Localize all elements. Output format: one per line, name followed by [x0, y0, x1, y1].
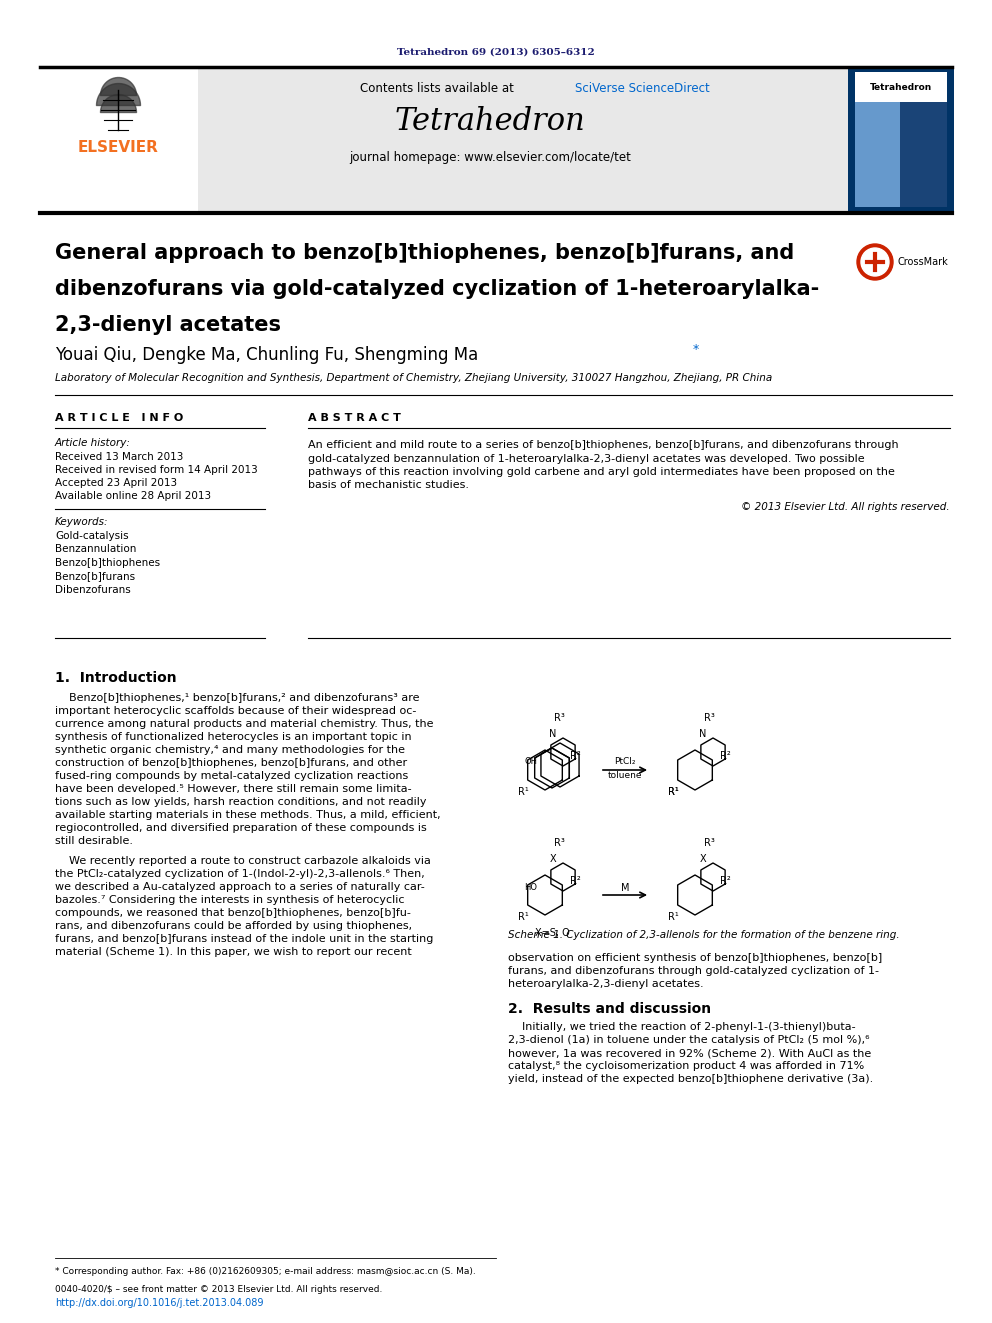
Text: OH: OH	[525, 758, 538, 766]
Text: material (Scheme 1). In this paper, we wish to report our recent: material (Scheme 1). In this paper, we w…	[55, 947, 412, 957]
Text: Benzannulation: Benzannulation	[55, 545, 136, 554]
Bar	[38, 67, 198, 213]
Text: yield, instead of the expected benzo[b]thiophene derivative (3a).: yield, instead of the expected benzo[b]t…	[508, 1074, 873, 1084]
Text: construction of benzo[b]thiophenes, benzo[b]furans, and other: construction of benzo[b]thiophenes, benz…	[55, 758, 407, 767]
Text: 1.  Introduction: 1. Introduction	[55, 671, 177, 685]
Text: Tetrahedron: Tetrahedron	[870, 82, 932, 91]
Text: currence among natural products and material chemistry. Thus, the: currence among natural products and mate…	[55, 718, 434, 729]
Text: catalyst,⁸ the cycloisomerization product 4 was afforded in 71%: catalyst,⁸ the cycloisomerization produc…	[508, 1061, 864, 1072]
Text: Benzo[b]thiophenes,¹ benzo[b]furans,² and dibenzofurans³ are: Benzo[b]thiophenes,¹ benzo[b]furans,² an…	[55, 693, 420, 703]
Text: N: N	[550, 729, 557, 740]
Text: have been developed.⁵ However, there still remain some limita-: have been developed.⁵ However, there sti…	[55, 785, 412, 794]
Text: furans, and benzo[b]furans instead of the indole unit in the starting: furans, and benzo[b]furans instead of th…	[55, 934, 434, 945]
Text: PtCl₂: PtCl₂	[614, 758, 636, 766]
Text: R¹: R¹	[668, 787, 679, 796]
Text: however, 1a was recovered in 92% (Scheme 2). With AuCl as the: however, 1a was recovered in 92% (Scheme…	[508, 1048, 871, 1058]
Text: Tetrahedron: Tetrahedron	[395, 106, 585, 138]
Text: R³: R³	[703, 713, 714, 722]
Text: Laboratory of Molecular Recognition and Synthesis, Department of Chemistry, Zhej: Laboratory of Molecular Recognition and …	[55, 373, 772, 382]
Bar	[848, 67, 954, 213]
Text: R¹: R¹	[518, 787, 529, 796]
Text: Article history:: Article history:	[55, 438, 131, 448]
Text: Contents lists available at: Contents lists available at	[360, 82, 518, 94]
Text: bazoles.⁷ Considering the interests in synthesis of heterocyclic: bazoles.⁷ Considering the interests in s…	[55, 894, 405, 905]
Text: http://dx.doi.org/10.1016/j.tet.2013.04.089: http://dx.doi.org/10.1016/j.tet.2013.04.…	[55, 1298, 264, 1308]
Text: we described a Au-catalyzed approach to a series of naturally car-: we described a Au-catalyzed approach to …	[55, 882, 425, 892]
Text: General approach to benzo[b]thiophenes, benzo[b]furans, and: General approach to benzo[b]thiophenes, …	[55, 243, 795, 263]
Text: SciVerse ScienceDirect: SciVerse ScienceDirect	[575, 82, 709, 94]
Text: HO: HO	[525, 882, 538, 892]
Text: © 2013 Elsevier Ltd. All rights reserved.: © 2013 Elsevier Ltd. All rights reserved…	[741, 501, 950, 512]
Bar	[855, 71, 947, 102]
Text: basis of mechanistic studies.: basis of mechanistic studies.	[308, 480, 469, 491]
Text: R²: R²	[569, 751, 580, 761]
Text: Benzo[b]thiophenes: Benzo[b]thiophenes	[55, 558, 160, 568]
Text: R¹: R¹	[668, 787, 679, 796]
Text: the PtCl₂-catalyzed cyclization of 1-(Indol-2-yl)-2,3-allenols.⁶ Then,: the PtCl₂-catalyzed cyclization of 1-(In…	[55, 869, 425, 878]
Text: 2,3-dienol (1a) in toluene under the catalysis of PtCl₂ (5 mol %),⁶: 2,3-dienol (1a) in toluene under the cat…	[508, 1035, 870, 1045]
Text: pathways of this reaction involving gold carbene and aryl gold intermediates hav: pathways of this reaction involving gold…	[308, 467, 895, 478]
Text: Available online 28 April 2013: Available online 28 April 2013	[55, 491, 211, 501]
Text: compounds, we reasoned that benzo[b]thiophenes, benzo[b]fu-: compounds, we reasoned that benzo[b]thio…	[55, 908, 411, 918]
Text: * Corresponding author. Fax: +86 (0)2162609305; e-mail address: masm@sioc.ac.cn : * Corresponding author. Fax: +86 (0)2162…	[55, 1267, 476, 1277]
Text: Scheme 1. Cyclization of 2,3-allenols for the formation of the benzene ring.: Scheme 1. Cyclization of 2,3-allenols fo…	[508, 930, 900, 941]
Text: A B S T R A C T: A B S T R A C T	[308, 413, 401, 423]
Text: R³: R³	[703, 837, 714, 848]
Text: R²: R²	[719, 876, 730, 886]
Text: An efficient and mild route to a series of benzo[b]thiophenes, benzo[b]furans, a: An efficient and mild route to a series …	[308, 441, 899, 450]
Text: rans, and dibenzofurans could be afforded by using thiophenes,: rans, and dibenzofurans could be afforde…	[55, 921, 412, 931]
Text: synthesis of functionalized heterocycles is an important topic in: synthesis of functionalized heterocycles…	[55, 732, 412, 742]
Text: Initially, we tried the reaction of 2-phenyl-1-(3-thienyl)buta-: Initially, we tried the reaction of 2-ph…	[508, 1021, 856, 1032]
Text: 2.  Results and discussion: 2. Results and discussion	[508, 1002, 711, 1016]
Text: Received 13 March 2013: Received 13 March 2013	[55, 452, 184, 462]
Text: R¹: R¹	[518, 912, 529, 922]
Text: toluene: toluene	[608, 770, 642, 779]
Text: journal homepage: www.elsevier.com/locate/tet: journal homepage: www.elsevier.com/locat…	[349, 152, 631, 164]
Text: synthetic organic chemistry,⁴ and many methodologies for the: synthetic organic chemistry,⁴ and many m…	[55, 745, 405, 755]
Text: X=S, O: X=S, O	[535, 927, 569, 938]
Text: Benzo[b]furans: Benzo[b]furans	[55, 572, 135, 582]
Text: available starting materials in these methods. Thus, a mild, efficient,: available starting materials in these me…	[55, 810, 440, 820]
Text: dibenzofurans via gold-catalyzed cyclization of 1-heteroarylalka-: dibenzofurans via gold-catalyzed cycliza…	[55, 279, 819, 299]
Text: CrossMark: CrossMark	[897, 257, 947, 267]
Text: Youai Qiu, Dengke Ma, Chunling Fu, Shengming Ma: Youai Qiu, Dengke Ma, Chunling Fu, Sheng…	[55, 347, 483, 364]
Text: N: N	[699, 729, 706, 740]
Text: Keywords:: Keywords:	[55, 517, 108, 527]
Text: Gold-catalysis: Gold-catalysis	[55, 531, 129, 541]
Text: X: X	[550, 855, 557, 864]
Text: R³: R³	[554, 837, 564, 848]
Bar	[900, 102, 947, 206]
Text: We recently reported a route to construct carbazole alkaloids via: We recently reported a route to construc…	[55, 856, 431, 867]
Text: furans, and dibenzofurans through gold-catalyzed cyclization of 1-: furans, and dibenzofurans through gold-c…	[508, 966, 879, 976]
Text: Tetrahedron 69 (2013) 6305–6312: Tetrahedron 69 (2013) 6305–6312	[397, 48, 595, 57]
Text: M: M	[621, 882, 629, 893]
Text: gold-catalyzed benzannulation of 1-heteroarylalka-2,3-dienyl acetates was develo: gold-catalyzed benzannulation of 1-heter…	[308, 454, 865, 463]
Circle shape	[857, 243, 893, 280]
Text: R²: R²	[569, 876, 580, 886]
Text: ELSEVIER: ELSEVIER	[77, 140, 159, 156]
Text: regiocontrolled, and diversified preparation of these compounds is: regiocontrolled, and diversified prepara…	[55, 823, 427, 833]
Text: 0040-4020/$ – see front matter © 2013 Elsevier Ltd. All rights reserved.: 0040-4020/$ – see front matter © 2013 El…	[55, 1286, 382, 1294]
Text: tions such as low yields, harsh reaction conditions, and not readily: tions such as low yields, harsh reaction…	[55, 796, 427, 807]
Text: still desirable.: still desirable.	[55, 836, 133, 845]
Text: *: *	[693, 344, 699, 356]
Bar	[855, 102, 947, 206]
Text: fused-ring compounds by metal-catalyzed cyclization reactions: fused-ring compounds by metal-catalyzed …	[55, 771, 409, 781]
Bar	[38, 67, 848, 213]
Circle shape	[861, 247, 889, 277]
Text: R³: R³	[554, 713, 564, 722]
Text: Received in revised form 14 April 2013: Received in revised form 14 April 2013	[55, 464, 258, 475]
Text: R²: R²	[719, 751, 730, 761]
Text: A R T I C L E   I N F O: A R T I C L E I N F O	[55, 413, 184, 423]
Text: heteroarylalka-2,3-dienyl acetates.: heteroarylalka-2,3-dienyl acetates.	[508, 979, 703, 990]
Text: important heterocyclic scaffolds because of their widespread oc-: important heterocyclic scaffolds because…	[55, 706, 417, 716]
Text: 2,3-dienyl acetates: 2,3-dienyl acetates	[55, 315, 281, 335]
Text: observation on efficient synthesis of benzo[b]thiophenes, benzo[b]: observation on efficient synthesis of be…	[508, 953, 882, 963]
Text: X: X	[699, 855, 706, 864]
Text: Accepted 23 April 2013: Accepted 23 April 2013	[55, 478, 178, 488]
Text: R¹: R¹	[668, 912, 679, 922]
Text: Dibenzofurans: Dibenzofurans	[55, 585, 131, 595]
